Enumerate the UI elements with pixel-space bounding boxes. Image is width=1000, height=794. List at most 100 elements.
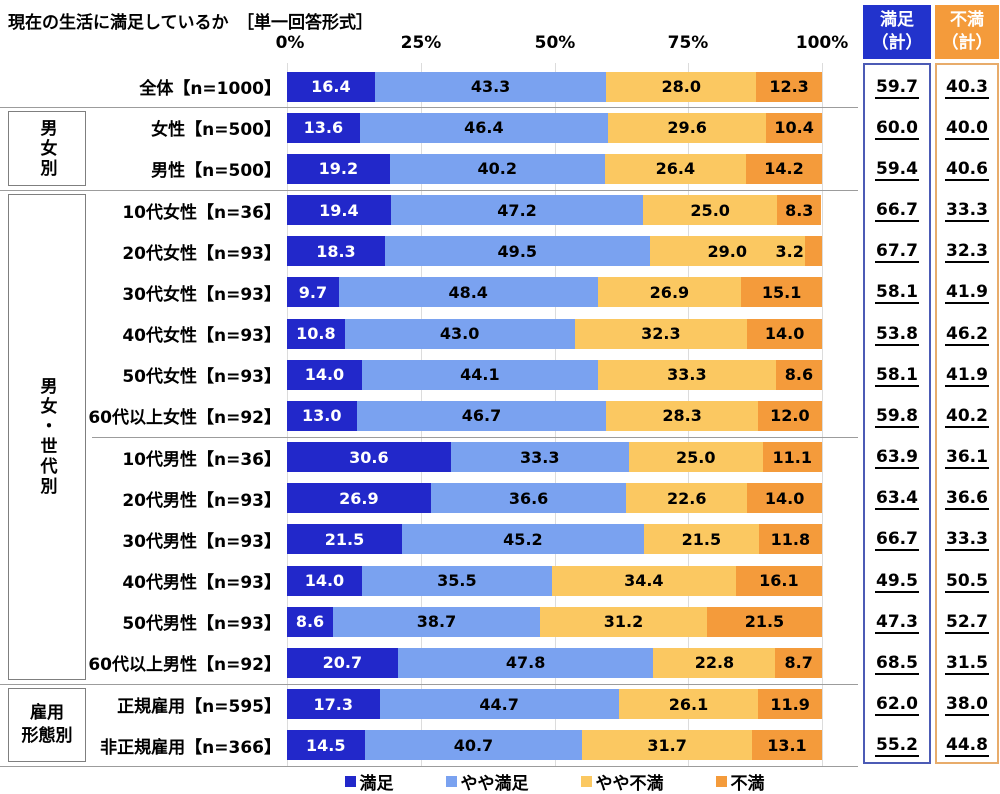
axis-tick-50: 50% — [534, 33, 576, 53]
bar-value-label: 34.4 — [624, 571, 664, 591]
bar-segment-満足: 14.5 — [287, 730, 365, 761]
bar-value-label: 49.5 — [497, 241, 538, 261]
bar-segment-満足: 18.3 — [287, 236, 385, 267]
legend-item-満足: 満足 — [344, 769, 394, 794]
row-label: 10代男性【n=36】 — [122, 449, 281, 470]
dissatisfied-total-value: 40.2 — [945, 405, 989, 428]
bar-segment-不満: 14.2 — [746, 153, 822, 184]
bar-value-label: 21.5 — [681, 529, 722, 549]
bar-segment-満足: 20.7 — [287, 647, 398, 678]
bar-value-label: 21.5 — [744, 612, 785, 632]
bar-segment-不満: 14.0 — [747, 483, 822, 514]
row-label: 60代以上女性【n=92】 — [88, 408, 281, 429]
dissatisfied-total-value: 32.3 — [945, 241, 989, 264]
satisfied-total-value: 66.7 — [875, 529, 919, 552]
legend: 満足 やや満足 やや不満 不満 — [287, 769, 822, 794]
bar-value-label: 13.0 — [302, 406, 342, 426]
bar-value-label: 8.3 — [785, 200, 814, 220]
bar-segment-やや不満: 29.0 — [649, 236, 805, 267]
bar-value-label: 26.9 — [339, 488, 379, 508]
stacked-bar: 19.4 47.2 25.0 8.3 — [287, 195, 822, 226]
row-label: 女性【n=500】 — [151, 120, 281, 141]
stacked-bar: 14.0 44.1 33.3 8.6 — [287, 359, 822, 390]
bar-value-label: 8.6 — [784, 365, 814, 385]
satisfied-total-value: 63.4 — [875, 488, 919, 511]
separator-after-generations — [0, 684, 858, 685]
stacked-bar: 30.6 33.3 25.0 11.1 — [287, 442, 822, 473]
bar-segment-やや不満: 32.3 — [574, 318, 748, 349]
legend-swatch-icon — [344, 776, 356, 787]
bar-segment-やや不満: 26.4 — [604, 153, 747, 184]
dissatisfied-total-value: 40.6 — [945, 158, 989, 181]
bar-segment-満足: 14.0 — [287, 565, 362, 596]
bar-segment-不満: 13.1 — [751, 730, 822, 761]
bar-value-label: 33.3 — [667, 365, 707, 385]
row-label: 20代男性【n=93】 — [122, 490, 281, 511]
bar-value-label: 26.9 — [649, 282, 690, 302]
gridline-100pct — [822, 63, 823, 766]
bar-segment-満足: 19.4 — [287, 195, 391, 226]
bar-segment-満足: 16.4 — [287, 71, 375, 102]
bar-value-label: 14.0 — [304, 571, 345, 591]
row-label: 10代女性【n=36】 — [122, 202, 281, 223]
group-label-gender-generation: 男女・世代別 — [36, 377, 57, 497]
bar-value-label: 28.0 — [661, 77, 702, 97]
satisfied-total-value: 62.0 — [875, 694, 919, 717]
bar-value-label: 14.5 — [306, 735, 346, 755]
bar-value-label: 44.7 — [479, 694, 519, 714]
legend-label: やや不満 — [595, 774, 664, 794]
bar-segment-やや満足: 44.1 — [361, 359, 598, 390]
bar-segment-やや不満: 33.3 — [597, 359, 776, 390]
bar-segment-不満: 8.3 — [777, 195, 822, 226]
satisfied-total-value: 59.7 — [875, 76, 919, 99]
bar-value-label: 28.3 — [662, 406, 702, 426]
bar-segment-やや不満: 25.0 — [643, 195, 778, 226]
bar-segment-やや不満: 28.0 — [606, 71, 757, 102]
satisfied-total-value: 58.1 — [875, 364, 919, 387]
bar-value-label: 44.1 — [460, 365, 500, 385]
satisfied-total-value: 53.8 — [875, 323, 919, 346]
bar-segment-満足: 26.9 — [287, 483, 431, 514]
table-row: 全体【n=1000】 16.4 43.3 28.0 12.3 59.7 40.3 — [0, 66, 1000, 107]
dissatisfied-total-value: 38.0 — [945, 694, 989, 717]
row-label: 60代以上男性【n=92】 — [88, 655, 281, 676]
row-label: 正規雇用【n=595】 — [117, 696, 281, 717]
table-row: 50代女性【n=93】 14.0 44.1 33.3 8.6 58.1 41.9 — [0, 354, 1000, 395]
stacked-bar: 9.7 48.4 26.9 15.1 — [287, 277, 822, 308]
bar-segment-やや不満: 29.6 — [607, 112, 767, 143]
bar-value-label: 19.2 — [318, 159, 359, 179]
row-label: 50代女性【n=93】 — [122, 367, 281, 388]
bar-value-label: 43.0 — [439, 324, 480, 344]
stacked-bar: 21.5 45.2 21.5 11.8 — [287, 524, 822, 555]
dissatisfied-total-value: 31.5 — [945, 652, 989, 675]
separator-after-gender — [0, 190, 858, 191]
bar-value-label: 40.2 — [477, 159, 517, 179]
bar-segment-満足: 14.0 — [287, 359, 362, 390]
bar-value-label: 13.6 — [303, 118, 344, 138]
bar-segment-やや満足: 40.7 — [364, 730, 583, 761]
satisfied-total-value: 59.8 — [875, 405, 919, 428]
bar-segment-やや不満: 26.9 — [597, 277, 742, 308]
group-box-employment: 雇用 形態別 — [8, 688, 86, 762]
satisfied-total-value: 60.0 — [875, 117, 919, 140]
bar-value-label: 12.3 — [769, 77, 809, 97]
row-label: 30代男性【n=93】 — [122, 531, 281, 552]
dissatisfied-total-header: 不満 （計） — [935, 5, 999, 59]
table-row: 10代男性【n=36】 30.6 33.3 25.0 11.1 63.9 36.1 — [0, 437, 1000, 478]
bar-value-label: 16.1 — [759, 571, 799, 591]
bar-value-label: 22.8 — [694, 653, 735, 673]
chart-rows: 全体【n=1000】 16.4 43.3 28.0 12.3 59.7 40.3 女性… — [0, 66, 1000, 766]
bar-value-label: 8.7 — [784, 653, 813, 673]
axis-tick-100: 100% — [795, 33, 849, 53]
bar-segment-やや満足: 35.5 — [361, 565, 552, 596]
table-row: 30代男性【n=93】 21.5 45.2 21.5 11.8 66.7 33.3 — [0, 519, 1000, 560]
bar-segment-やや満足: 45.2 — [402, 524, 644, 555]
bar-segment-満足: 17.3 — [287, 689, 380, 720]
dissatisfied-total-value: 52.7 — [945, 611, 989, 634]
bar-value-label: 18.3 — [316, 241, 356, 261]
table-row: 10代女性【n=36】 19.4 47.2 25.0 8.3 66.7 33.3 — [0, 190, 1000, 231]
bar-segment-満足: 13.6 — [287, 112, 360, 143]
satisfied-total-value: 68.5 — [875, 652, 919, 675]
bar-segment-やや不満: 31.2 — [540, 606, 707, 637]
